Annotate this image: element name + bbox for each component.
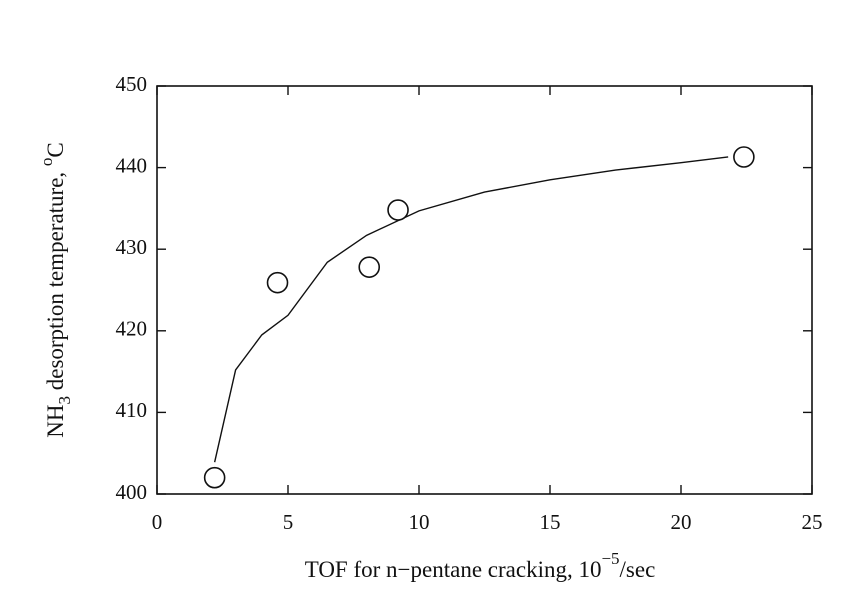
y-label-superscript: o (37, 158, 56, 167)
y-tick-label: 410 (116, 398, 148, 422)
data-point (358, 256, 381, 278)
x-tick-label: 10 (409, 510, 430, 534)
x-axis-label: TOF for n−pentane cracking, 10−5/sec (305, 549, 656, 582)
x-label-unit: /sec (620, 557, 656, 582)
x-tick-label: 0 (152, 510, 163, 534)
x-tick-label: 25 (802, 510, 823, 534)
y-tick-label: 430 (116, 235, 148, 259)
y-label-text: NH (43, 405, 68, 438)
y-label-subscript: 3 (55, 396, 74, 405)
y-label-rest: desorption temperature, (43, 166, 68, 396)
y-tick-label: 420 (116, 317, 148, 341)
plot-frame (156, 85, 813, 495)
data-point (266, 271, 289, 294)
y-tick-label: 400 (116, 480, 148, 504)
x-tick-label: 5 (283, 510, 294, 534)
x-tick-label: 15 (540, 510, 561, 534)
fit-curve (213, 156, 729, 463)
y-tick-label: 450 (116, 72, 148, 96)
data-point (733, 146, 755, 168)
x-label-superscript: −5 (601, 549, 619, 568)
x-tick-label: 20 (671, 510, 692, 534)
y-label-unit: C (43, 142, 68, 157)
data-point (387, 199, 409, 221)
x-label-text: TOF for n−pentane cracking, 10 (305, 557, 602, 582)
y-axis-label: NH3 desorption temperature, oC (37, 142, 74, 438)
data-point (203, 466, 226, 489)
y-tick-label: 440 (116, 153, 148, 177)
